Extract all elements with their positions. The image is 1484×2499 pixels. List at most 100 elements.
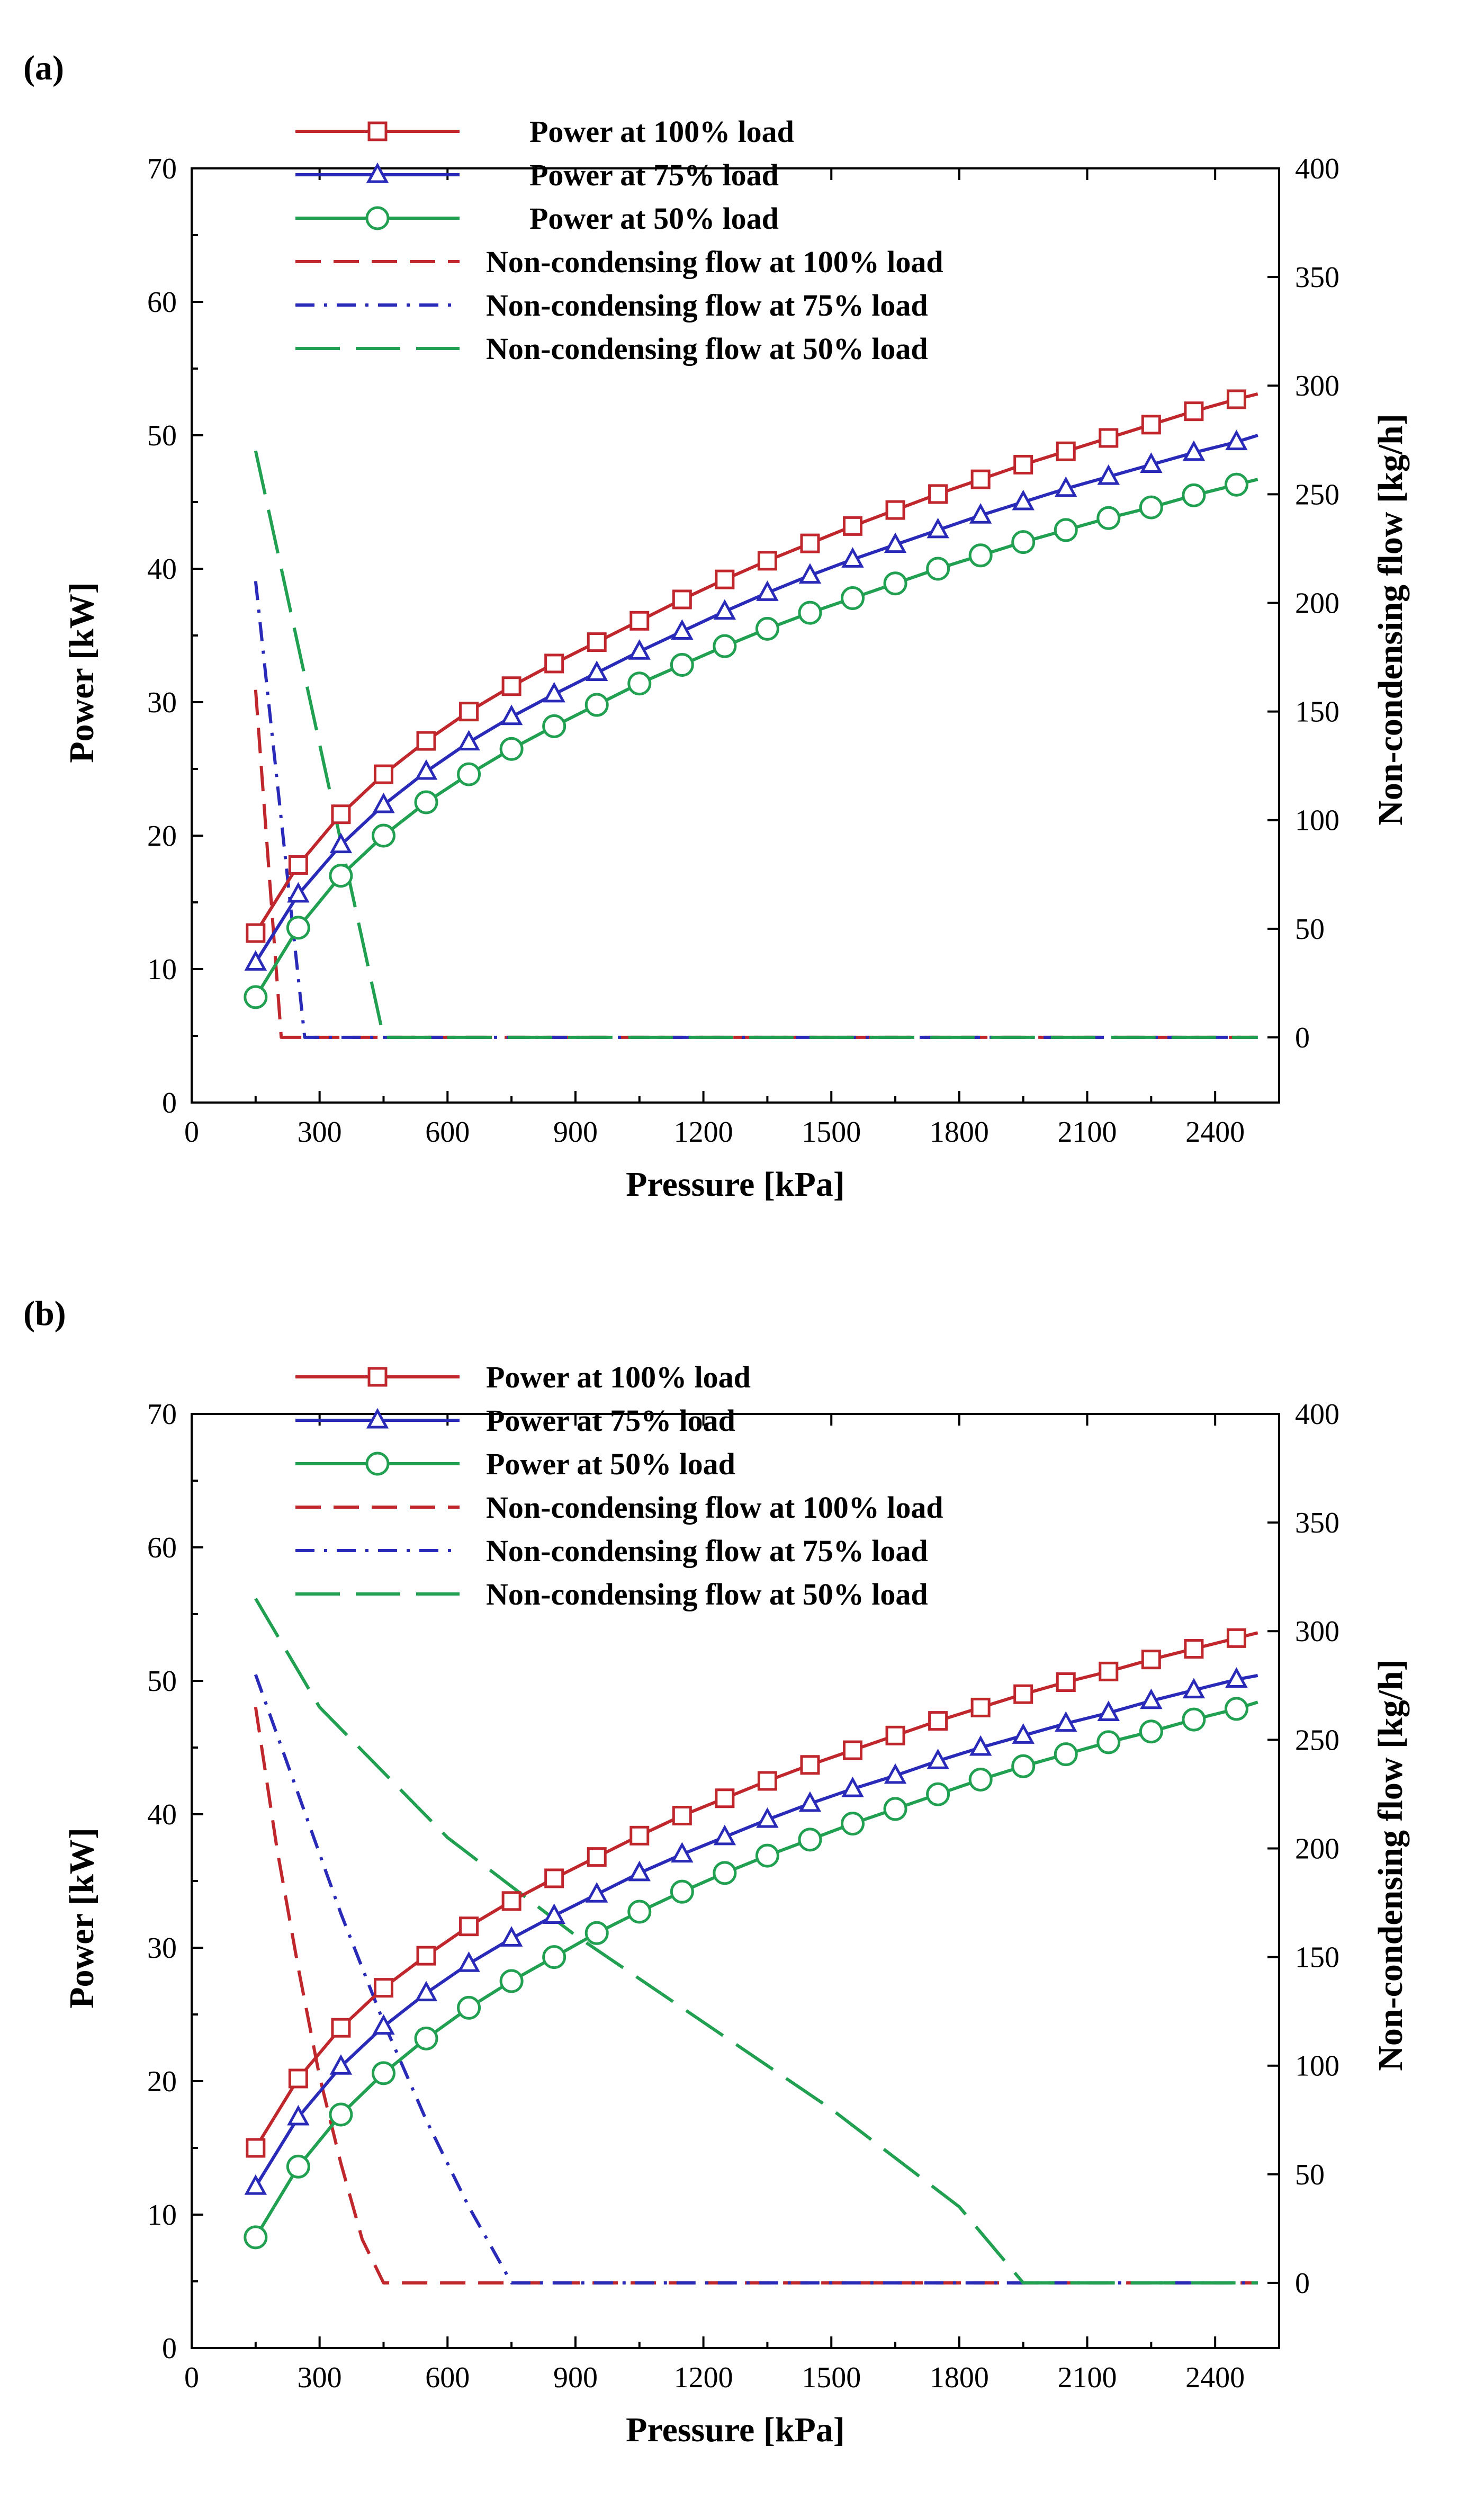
y2-tick-label: 100 (1295, 804, 1339, 837)
data-point (1140, 452, 1163, 473)
data-point (244, 2174, 267, 2195)
data-point (883, 571, 907, 596)
legend-marker (366, 162, 389, 183)
data-point (1013, 1684, 1033, 1704)
data-point (800, 1755, 820, 1775)
data-point (499, 737, 524, 761)
data-point (457, 762, 481, 786)
y-tick-label: 60 (147, 286, 177, 319)
data-point (629, 1825, 650, 1846)
data-point (500, 704, 523, 725)
x-tick-label: 600 (425, 2361, 470, 2394)
y-tick-label: 50 (147, 419, 177, 452)
data-point (627, 1900, 652, 1924)
series-power-at-50-load (244, 472, 1258, 1009)
data-point (373, 1978, 393, 1998)
y-axis-title: Power [kW] (62, 582, 101, 763)
data-point (969, 503, 992, 524)
data-point (373, 764, 393, 784)
data-point (628, 639, 651, 660)
y2-tick-label: 50 (1295, 2158, 1325, 2191)
data-point (543, 1903, 565, 1924)
data-point (584, 693, 609, 717)
data-point (542, 714, 566, 738)
series-line (254, 689, 1258, 1039)
series-non-condensing-flow-at-75-load (254, 1674, 1258, 2285)
data-point (629, 611, 650, 631)
series-power-at-50-load (244, 1697, 1258, 2250)
data-point (1055, 1711, 1077, 1732)
data-point (244, 2225, 268, 2250)
data-point (246, 923, 266, 943)
data-point (841, 1776, 864, 1797)
series-power-at-75-load (244, 429, 1258, 971)
y2-tick-label: 150 (1295, 1941, 1339, 1974)
y-tick-label: 10 (147, 2199, 177, 2232)
y2-tick-label: 0 (1295, 2267, 1310, 2300)
data-point (715, 1788, 735, 1808)
data-point (499, 1969, 524, 1993)
data-point (1140, 1688, 1163, 1709)
data-point (885, 500, 905, 520)
y2-tick-label: 400 (1295, 1398, 1339, 1431)
data-point (416, 1946, 436, 1966)
legend-label: Non-condensing flow at 75% load (486, 1534, 928, 1568)
legend-label: Power at 50% load (486, 1447, 735, 1481)
legend-label: Power at 100% load (529, 114, 794, 149)
data-point (1013, 454, 1033, 474)
data-point (1225, 429, 1248, 451)
data-point (968, 543, 993, 568)
x-tick-label: 2400 (1185, 1116, 1245, 1149)
data-point (415, 759, 438, 780)
data-point (884, 1763, 907, 1784)
data-point (1011, 530, 1036, 554)
legend-label: Non-condensing flow at 100% load (486, 1490, 943, 1525)
data-point (926, 1782, 950, 1806)
data-point (757, 551, 777, 571)
series-power-at-100-load (246, 1628, 1258, 2158)
data-point (544, 1868, 564, 1888)
data-point (1096, 506, 1121, 530)
series-power-at-100-load (246, 389, 1258, 943)
data-point (372, 2014, 395, 2035)
data-point (713, 1861, 737, 1885)
data-point (671, 1842, 694, 1863)
data-point (927, 517, 949, 539)
data-point (1097, 1700, 1120, 1721)
data-point (587, 1847, 607, 1867)
data-point (927, 1749, 949, 1769)
data-point (926, 557, 950, 581)
x-tick-label: 1800 (930, 1116, 989, 1149)
data-point (500, 1926, 523, 1947)
data-point (501, 676, 521, 696)
data-point (1226, 389, 1246, 409)
data-point (1055, 476, 1077, 497)
data-point (756, 580, 779, 601)
y2-tick-label: 50 (1295, 913, 1325, 946)
data-point (329, 864, 353, 888)
data-point (1226, 1628, 1246, 1648)
data-point (544, 653, 564, 674)
data-point (1054, 1742, 1078, 1767)
data-point (968, 1767, 993, 1792)
y-tick-label: 10 (147, 953, 177, 986)
y2-axis-title: Non-condensing flow [kg/h] (1371, 414, 1410, 825)
data-point (244, 950, 267, 971)
y-tick-label: 0 (162, 2332, 177, 2365)
y2-tick-label: 250 (1295, 1724, 1339, 1757)
data-point (798, 563, 822, 584)
series-non-condensing-flow-at-100-load (254, 689, 1258, 1039)
y-tick-label: 0 (162, 1087, 177, 1119)
y-tick-label: 50 (147, 1665, 177, 1698)
legend-marker (365, 206, 390, 230)
data-point (841, 586, 865, 610)
data-point (331, 2018, 351, 2038)
x-tick-label: 300 (298, 2361, 342, 2394)
data-point (757, 1771, 777, 1791)
data-point (755, 1843, 779, 1868)
data-point (1011, 1754, 1036, 1778)
data-point (713, 1824, 736, 1846)
data-point (670, 652, 694, 677)
data-point (371, 823, 395, 848)
y-tick-label: 30 (147, 1932, 177, 1965)
